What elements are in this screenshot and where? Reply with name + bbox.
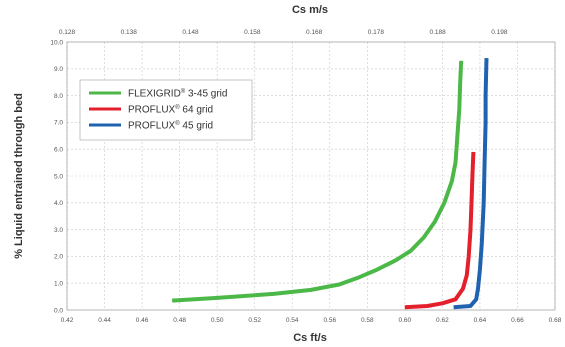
x-tick-label: 0.42: [61, 317, 74, 324]
x2-tick-label: 0.198: [491, 29, 508, 36]
y-tick-label: 9.0: [54, 66, 63, 73]
x-tick-label: 0.44: [98, 317, 111, 324]
x2-axis-title: Cs m/s: [292, 4, 328, 16]
y-tick-label: 3.0: [54, 227, 63, 234]
x-tick-label: 0.58: [361, 317, 374, 324]
legend-label-rest: 64 grid: [180, 105, 213, 116]
tick-labels: 0.42 0.44 0.46 0.48 0.50 0.52 0.54 0.56 0.58 0.60…: [50, 29, 561, 324]
x-tick-label: 0.62: [436, 317, 449, 324]
y-tick-label: 2.0: [54, 254, 63, 261]
legend-label-2: PROFLUX® 45 grid: [128, 120, 213, 132]
x2-tick-label: 0.188: [429, 29, 446, 36]
x2-tick-label: 0.158: [244, 29, 261, 36]
x-tick-label: 0.64: [474, 317, 487, 324]
x-tick-label: 0.54: [286, 317, 299, 324]
y-tick-label: 6.0: [54, 147, 63, 154]
y-tick-label: 5.0: [54, 173, 63, 180]
y-tick-label: 1.0: [54, 281, 63, 288]
series-line-0: [171, 60, 464, 303]
x-tick-label: 0.60: [399, 317, 412, 324]
x-tick-label: 0.46: [136, 317, 149, 324]
x-tick-label: 0.66: [511, 317, 524, 324]
legend-label-1: PROFLUX® 64 grid: [128, 104, 213, 116]
legend-label-main: PROFLUX: [128, 105, 176, 116]
x2-tick-label: 0.128: [59, 29, 76, 36]
y-tick-label: 4.0: [54, 200, 63, 207]
y-tick-label: 10.0: [50, 39, 63, 46]
legend-label-mark: ®: [175, 104, 180, 111]
x2-tick-label: 0.148: [182, 29, 199, 36]
legend-label-rest: 3-45 grid: [185, 89, 227, 100]
x-tick-label: 0.52: [248, 317, 261, 324]
x-tick-label: 0.68: [549, 317, 562, 324]
x2-tick-label: 0.138: [121, 29, 138, 36]
legend-label-main: FLEXIGRID: [128, 89, 181, 100]
plot-frame: [66, 41, 556, 311]
x-tick-label: 0.50: [211, 317, 224, 324]
x-tick-label: 0.48: [173, 317, 186, 324]
legend-label-0: FLEXIGRID® 3-45 grid: [128, 88, 227, 100]
legend-label-rest: 45 grid: [180, 121, 213, 132]
x-axis-title: Cs ft/s: [293, 332, 327, 344]
y-tick-label: 0.0: [54, 307, 63, 314]
y-axis-title: % Liquid entrained through bed: [13, 93, 25, 259]
legend-label-mark: ®: [175, 120, 180, 127]
y-tick-label: 7.0: [54, 120, 63, 127]
x2-tick-label: 0.178: [368, 29, 385, 36]
series-line-1: [404, 151, 476, 310]
series-lines: [171, 58, 489, 310]
legend-label-mark: ®: [181, 88, 186, 95]
legend-label-main: PROFLUX: [128, 121, 176, 132]
series-line-2: [453, 58, 489, 310]
x2-tick-label: 0.168: [306, 29, 323, 36]
x-tick-label: 0.56: [323, 317, 336, 324]
y-tick-label: 8.0: [54, 93, 63, 100]
